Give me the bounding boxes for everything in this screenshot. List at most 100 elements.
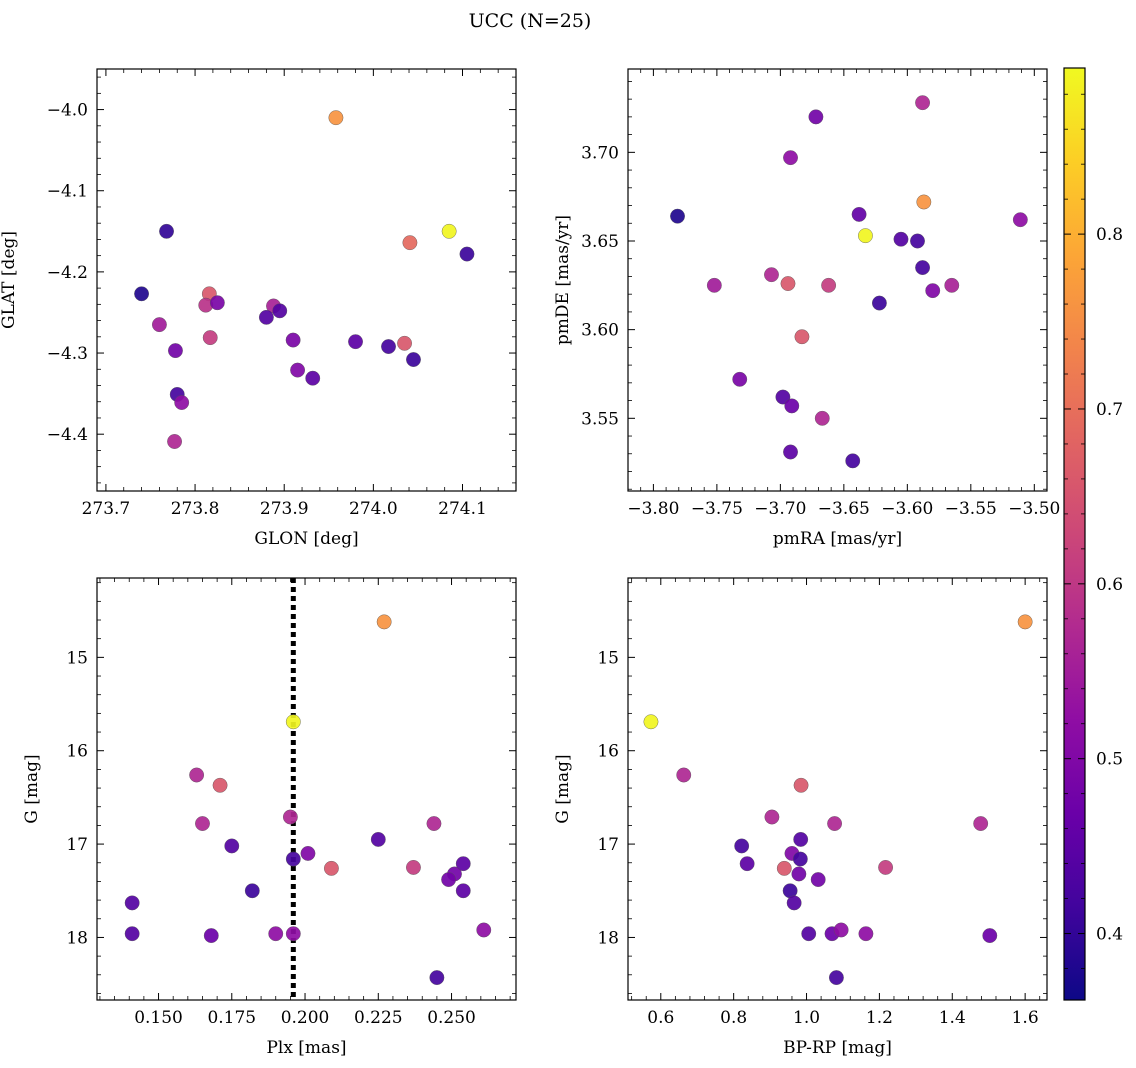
y-tick-label: −4.1 bbox=[47, 182, 88, 202]
colorbar-tick-label: 0.6 bbox=[1096, 575, 1123, 595]
data-point bbox=[224, 838, 240, 854]
data-point bbox=[244, 883, 260, 899]
data-point bbox=[124, 926, 140, 942]
data-point bbox=[285, 926, 301, 942]
y-tick-label: −4.4 bbox=[47, 425, 88, 445]
data-point bbox=[821, 277, 837, 293]
data-point bbox=[810, 872, 826, 887]
data-point bbox=[833, 922, 849, 938]
data-point bbox=[300, 846, 316, 861]
data-point bbox=[203, 928, 219, 943]
data-point bbox=[406, 352, 421, 367]
data-point bbox=[459, 246, 475, 262]
data-point bbox=[290, 362, 305, 378]
data-point bbox=[786, 895, 802, 911]
y-tick-label: −4.3 bbox=[47, 344, 88, 364]
x-tick-label: 0.8 bbox=[720, 1008, 747, 1028]
data-point bbox=[794, 329, 810, 345]
data-point bbox=[872, 295, 887, 311]
data-point bbox=[676, 767, 692, 783]
data-point bbox=[282, 809, 298, 825]
data-point bbox=[910, 233, 925, 249]
y-tick-label: −4.0 bbox=[47, 101, 88, 121]
data-point bbox=[258, 309, 274, 325]
data-point bbox=[124, 895, 140, 911]
data-point bbox=[328, 110, 344, 126]
data-point bbox=[732, 371, 748, 387]
y-tick-label: 18 bbox=[66, 928, 88, 948]
axes-frame bbox=[627, 68, 1048, 492]
data-point bbox=[168, 343, 183, 359]
x-tick-label: 0.175 bbox=[207, 1008, 256, 1028]
colorbar: 0.4 0.5 0.6 0.7 0.8 bbox=[1063, 67, 1123, 1001]
data-point bbox=[982, 928, 998, 943]
colorbar-tick-label: 0.4 bbox=[1096, 925, 1123, 945]
axes-frame bbox=[96, 68, 517, 492]
data-point bbox=[285, 851, 301, 867]
data-point bbox=[801, 926, 817, 942]
data-point bbox=[783, 150, 798, 166]
data-point bbox=[775, 389, 791, 405]
x-tick-label: 274.0 bbox=[349, 499, 398, 519]
y-tick-label: −4.2 bbox=[47, 263, 88, 283]
data-point bbox=[285, 714, 301, 730]
data-point bbox=[174, 395, 190, 410]
x-tick-label: 0.225 bbox=[354, 1008, 403, 1028]
x-tick-label: −3.55 bbox=[945, 499, 997, 519]
axes-frame bbox=[96, 577, 517, 1001]
scatter-panel-2: −3.80 −3.75 −3.70 −3.65 −3.60 −3.55 −3.50 3.55 3… bbox=[553, 68, 1060, 549]
axes-frame bbox=[627, 577, 1048, 1001]
data-point bbox=[706, 277, 722, 293]
data-point bbox=[793, 832, 809, 847]
data-point bbox=[739, 856, 755, 872]
data-point bbox=[455, 883, 471, 899]
data-point bbox=[429, 970, 445, 985]
data-point bbox=[793, 777, 809, 793]
data-point bbox=[829, 970, 844, 985]
panels-group: 273.7 273.8 273.9 274.0 274.1 −4.0 −4.1 −4.2 −4.… bbox=[0, 68, 1060, 1058]
x-tick-label: 274.1 bbox=[438, 499, 487, 519]
data-point bbox=[167, 434, 182, 449]
y-tick-label: 16 bbox=[597, 742, 619, 762]
x-tick-label: 1.4 bbox=[939, 1008, 966, 1028]
data-point bbox=[784, 398, 800, 414]
data-point bbox=[791, 866, 807, 882]
y-axis-label: pmDE [mas/yr] bbox=[553, 215, 573, 345]
data-point bbox=[402, 235, 418, 251]
data-point bbox=[195, 816, 210, 831]
y-tick-label: 15 bbox=[66, 648, 88, 668]
data-point bbox=[792, 851, 808, 867]
data-point bbox=[455, 856, 471, 872]
y-tick-label: 17 bbox=[66, 835, 88, 855]
x-axis-label: Plx [mas] bbox=[266, 1038, 346, 1058]
colorbar-tick-label: 0.5 bbox=[1096, 750, 1123, 770]
data-point bbox=[202, 330, 218, 346]
data-point bbox=[397, 335, 412, 351]
x-tick-label: 273.7 bbox=[82, 499, 131, 519]
colorbar-tick-label: 0.7 bbox=[1096, 400, 1123, 420]
data-point bbox=[643, 714, 659, 730]
data-point bbox=[370, 832, 386, 847]
data-point bbox=[272, 303, 288, 319]
data-point bbox=[925, 283, 941, 299]
data-point bbox=[944, 277, 960, 293]
y-tick-label: 3.70 bbox=[581, 143, 619, 163]
data-point bbox=[764, 809, 780, 825]
data-point bbox=[441, 223, 457, 239]
data-point bbox=[305, 370, 321, 386]
data-point bbox=[858, 228, 873, 244]
data-point bbox=[827, 816, 842, 831]
y-axis-label: G [mag] bbox=[22, 754, 42, 823]
data-point bbox=[476, 922, 492, 938]
x-tick-label: −3.70 bbox=[754, 499, 806, 519]
data-point bbox=[780, 276, 796, 291]
x-tick-label: 1.2 bbox=[866, 1008, 893, 1028]
scatter-panel-1: 273.7 273.8 273.9 274.0 274.1 −4.0 −4.1 −4.2 −4.… bbox=[0, 68, 517, 549]
data-point bbox=[893, 231, 909, 247]
data-point bbox=[209, 295, 225, 311]
data-point bbox=[441, 872, 457, 887]
x-tick-label: −3.60 bbox=[881, 499, 933, 519]
data-point bbox=[845, 453, 861, 469]
data-point bbox=[376, 614, 392, 630]
colorbar-tick-label: 0.8 bbox=[1096, 225, 1123, 245]
